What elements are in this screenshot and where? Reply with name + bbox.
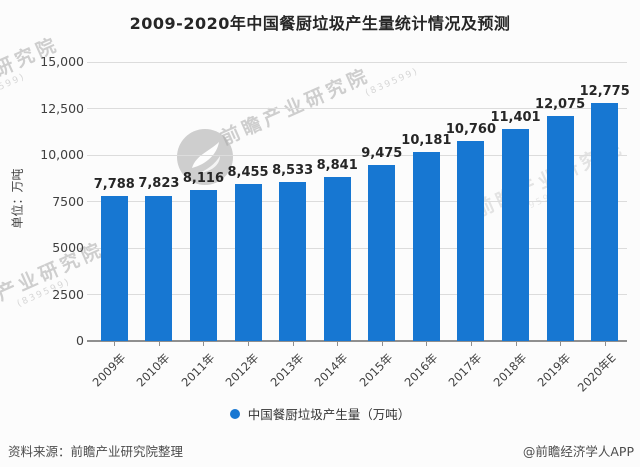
y-tick-label: 5000	[52, 240, 84, 255]
x-tick	[114, 342, 116, 346]
bar-2019年	[546, 116, 574, 341]
bar-2020年E	[591, 103, 619, 341]
gridline	[87, 294, 627, 295]
bar-value-label: 7,788	[93, 177, 135, 193]
x-tick	[381, 342, 383, 346]
footer-credit-text: @前瞻经济学人APP	[522, 444, 634, 459]
gridline	[87, 247, 627, 249]
chart-title: 2009-2020年中国餐厨垃圾产生量统计情况及预测	[129, 14, 511, 33]
y-tick-label: 0	[76, 333, 84, 348]
bar-value-label: 8,533	[272, 163, 314, 179]
bar-value-label: 8,841	[316, 157, 358, 173]
gridline	[87, 154, 627, 156]
bar-2010年	[145, 195, 173, 341]
x-tick	[203, 342, 205, 346]
bar-2016年	[412, 151, 440, 341]
bar-value-label: 11,401	[490, 109, 541, 125]
bar-2009年	[100, 196, 128, 341]
footer: 资料来源：前瞻产业研究院整理 @前瞻经济学人APP	[0, 441, 640, 461]
bar-2014年	[323, 176, 351, 341]
gridline	[87, 201, 627, 202]
bar-value-label: 8,455	[227, 164, 269, 180]
x-tick	[158, 342, 160, 346]
x-tick	[470, 342, 472, 346]
legend-label: 中国餐厨垃圾产生量（万吨）	[247, 407, 411, 422]
bar-2012年	[234, 183, 262, 341]
x-tick	[604, 342, 606, 346]
x-tick	[248, 342, 250, 346]
x-tick	[560, 342, 562, 346]
bar-2015年	[368, 164, 396, 341]
x-tick	[337, 342, 339, 346]
x-tick	[426, 342, 428, 346]
bar-value-label: 9,475	[361, 145, 403, 161]
footer-source-text: 资料来源：前瞻产业研究院整理	[8, 444, 184, 459]
bar-2011年	[189, 190, 217, 341]
bar-value-label: 10,760	[445, 121, 497, 137]
y-tick-label: 10,000	[40, 147, 84, 162]
bar-2018年	[502, 128, 530, 341]
bar-value-label: 12,775	[579, 84, 630, 100]
x-tick	[515, 342, 517, 346]
legend: 中国餐厨垃圾产生量（万吨）	[0, 404, 640, 423]
y-tick-label: 15,000	[40, 54, 84, 69]
x-tick	[292, 342, 294, 346]
x-axis-line	[87, 340, 627, 342]
gridline	[87, 108, 627, 109]
bar-value-label: 7,823	[138, 176, 180, 192]
gridline	[87, 61, 627, 63]
bar-value-label: 12,075	[535, 97, 586, 113]
plot-area: 7,788 7,823 8,116 8,455 8,533 8,841 9,475 10,18…	[87, 61, 630, 342]
bar-value-label: 10,181	[401, 132, 452, 148]
bar-2013年	[279, 182, 307, 341]
y-tick-label: 12,500	[40, 100, 84, 116]
bar-2017年	[457, 140, 485, 341]
y-tick-label: 2500	[52, 286, 84, 302]
y-tick-label: 7500	[52, 193, 84, 209]
legend-marker-icon	[229, 408, 240, 419]
